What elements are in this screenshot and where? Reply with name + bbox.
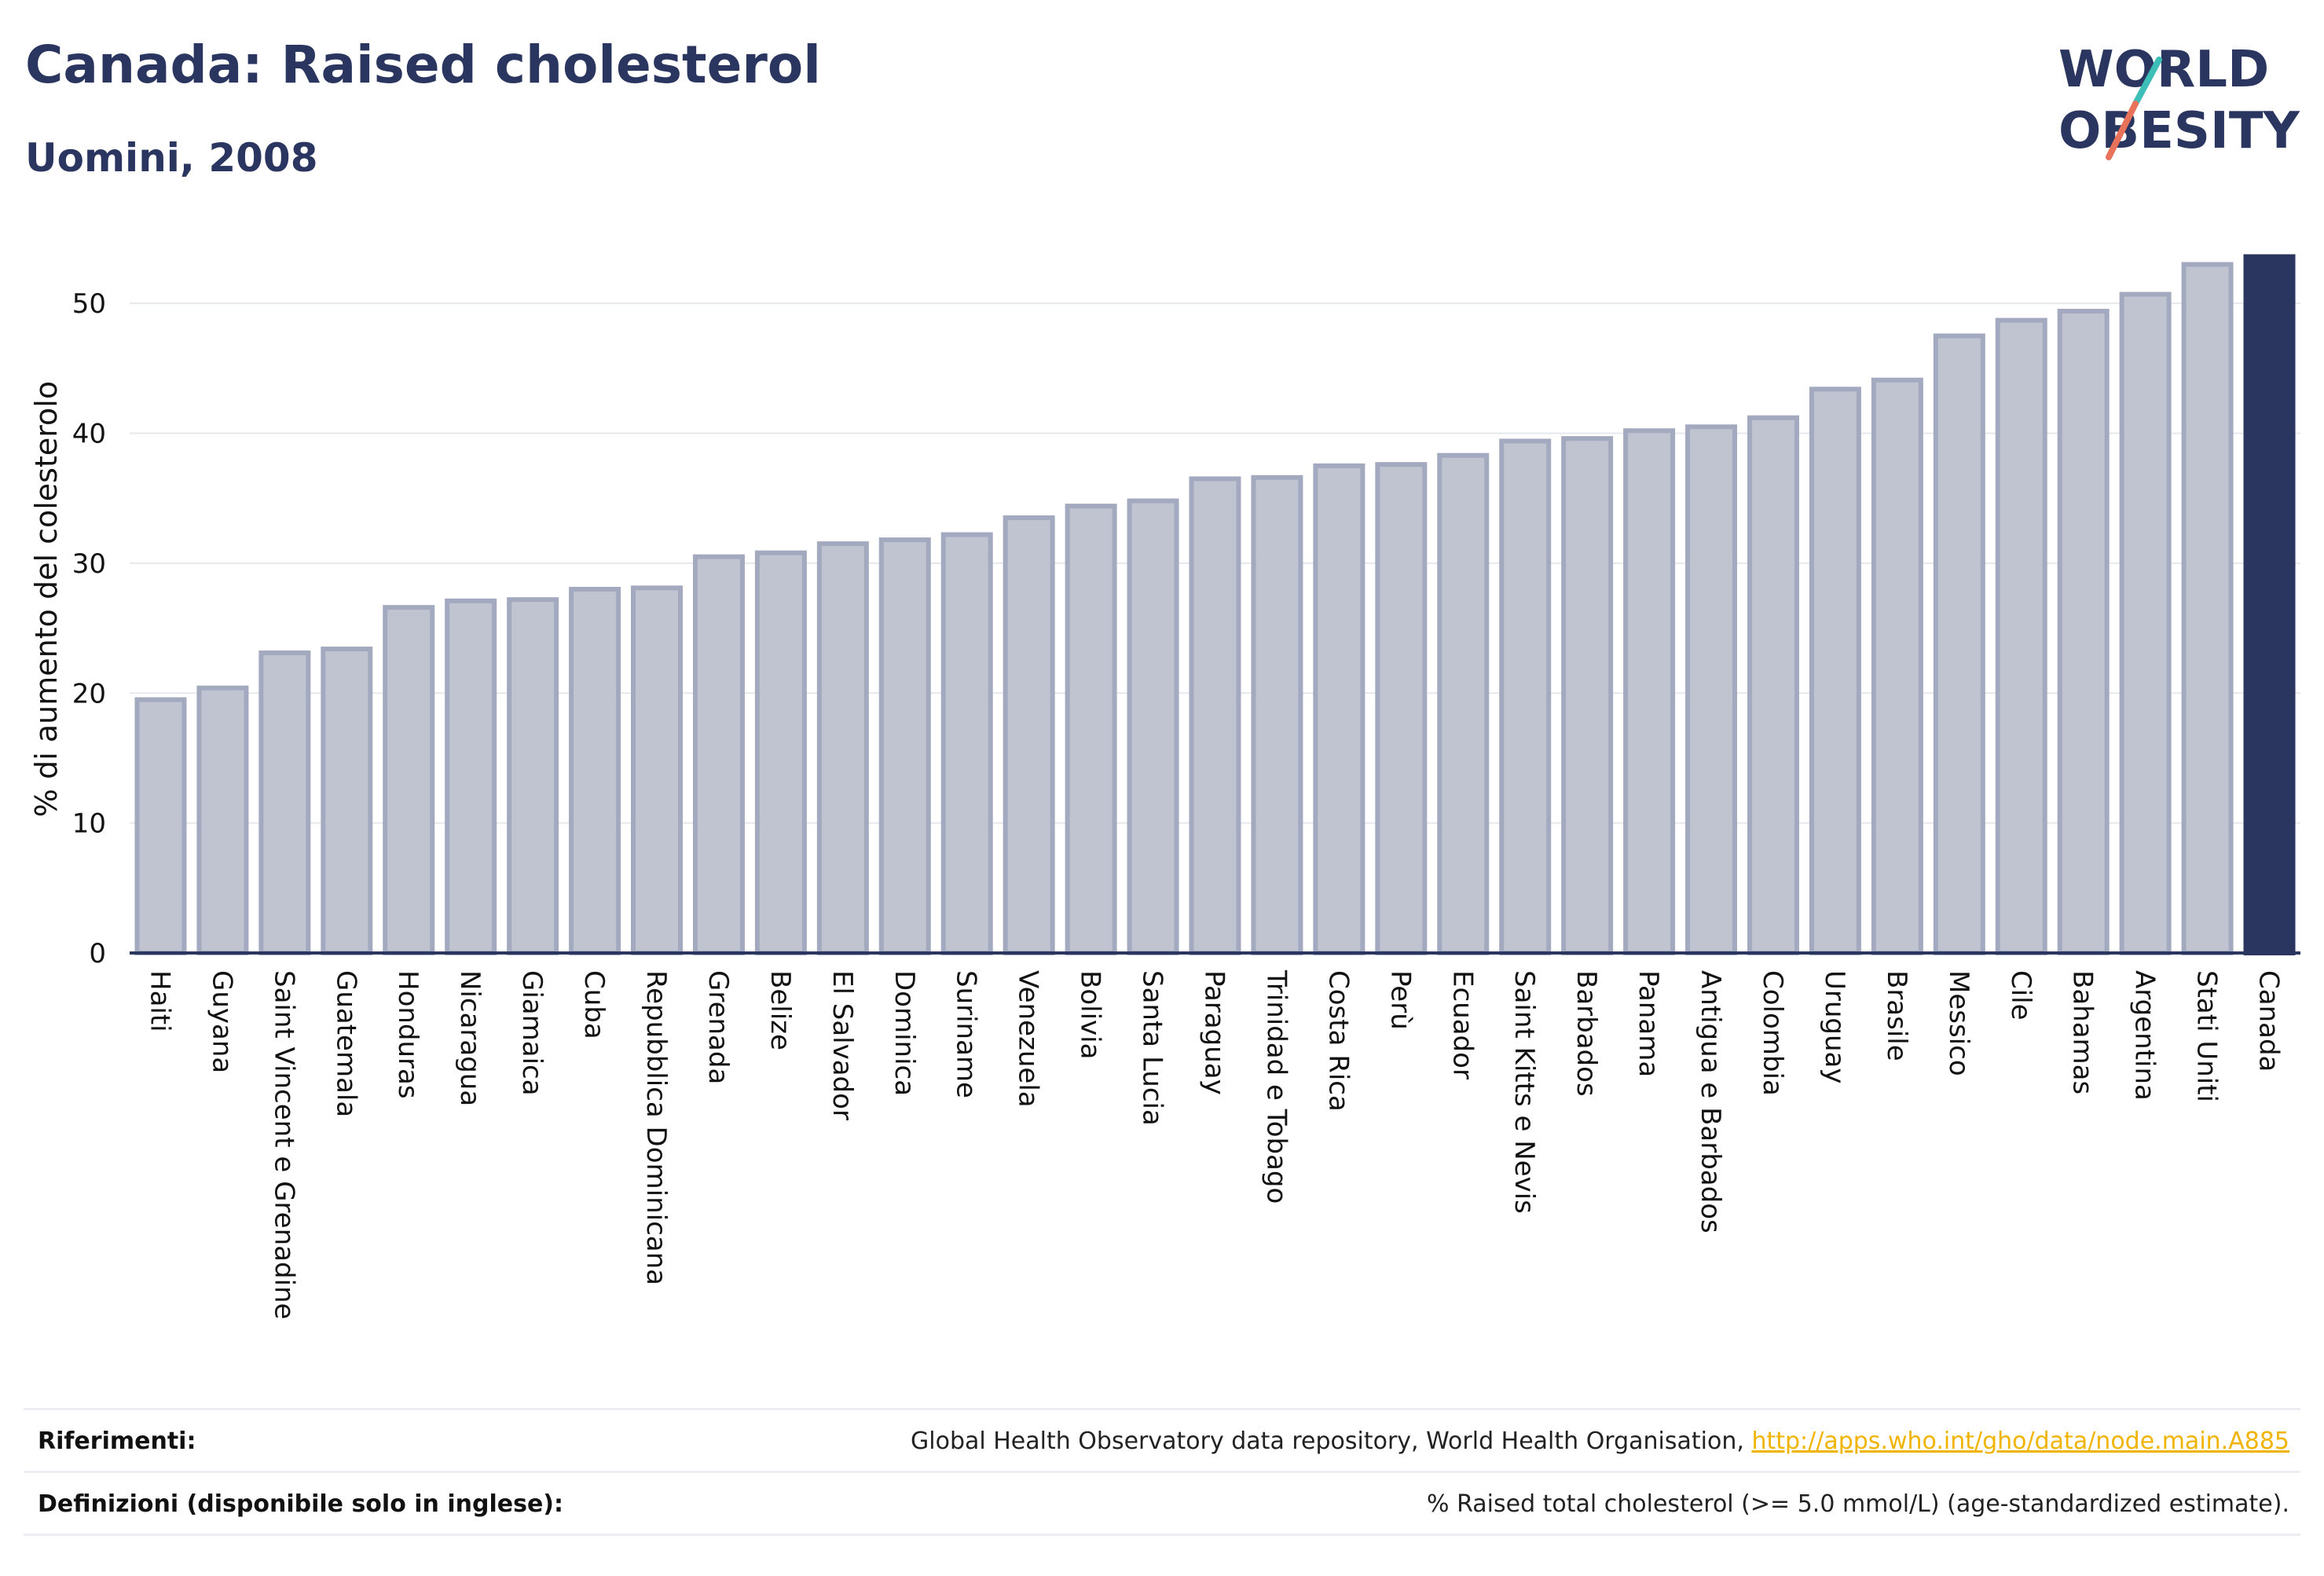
bar <box>1189 476 1241 955</box>
bar <box>1809 387 1861 955</box>
bar <box>631 585 684 955</box>
logo-line-2: OBESITY <box>2058 102 2300 160</box>
x-tick-label: Suriname <box>951 970 982 1098</box>
x-tick-label: Haiti <box>144 970 175 1032</box>
definitions-text: % Raised total cholesterol (>= 5.0 mmol/… <box>1427 1490 2289 1518</box>
x-tick-label: Repubblica Dominicana <box>640 970 672 1285</box>
bar <box>1871 377 1923 955</box>
logo-line-1: WORLD <box>2058 41 2269 99</box>
x-tick-label: Guatemala <box>330 970 361 1117</box>
y-axis-title: % di aumento del colesterolo <box>29 381 64 817</box>
bar <box>1437 453 1490 955</box>
bar <box>2057 309 2110 955</box>
bar <box>1003 515 1055 955</box>
references-link[interactable]: http://apps.who.int/gho/data/node.main.A… <box>1751 1428 2289 1455</box>
references-row: Riferimenti: Global Health Observatory d… <box>24 1408 2300 1475</box>
bar <box>1313 463 1365 955</box>
x-tick-label: Cile <box>2005 970 2036 1021</box>
y-tick-label: 0 <box>89 938 106 969</box>
bar <box>1747 415 1799 955</box>
bar <box>258 650 311 955</box>
bar <box>2243 254 2296 955</box>
x-tick-label: El Salvador <box>827 970 858 1120</box>
x-tick-label: Antigua e Barbados <box>1695 970 1726 1233</box>
x-tick-label: Barbados <box>1571 970 1602 1097</box>
bar-chart: 0 10 20 30 40 50 % di aumento del colesterolo H… <box>29 254 2300 1319</box>
x-tick-label: Guyana <box>206 970 237 1073</box>
bar <box>1065 504 1117 955</box>
x-tick-label: Dominica <box>889 970 920 1096</box>
x-tick-label: Argentina <box>2129 970 2161 1101</box>
bar <box>321 647 373 955</box>
bar <box>1375 462 1428 955</box>
x-tick-label: Venezuela <box>1013 970 1044 1108</box>
bar <box>569 586 621 955</box>
bar <box>383 605 435 955</box>
logo-slash-teal <box>2132 57 2162 107</box>
bar <box>507 597 559 955</box>
bar <box>754 550 807 955</box>
x-tick-label: Stati Uniti <box>2191 970 2223 1102</box>
chart-subtitle: Uomini, 2008 <box>25 135 318 181</box>
x-tick-label: Perù <box>1384 970 1416 1030</box>
x-tick-label: Ecuador <box>1446 970 1478 1079</box>
y-tick-label: 50 <box>72 288 106 320</box>
references-value: Global Health Observatory data repositor… <box>911 1428 2289 1455</box>
x-tick-label: Canada <box>2253 970 2285 1072</box>
x-tick-label: Saint Vincent e Grenadine <box>268 970 299 1319</box>
bar <box>1251 475 1303 955</box>
x-tick-label: Nicaragua <box>454 970 486 1106</box>
bar <box>1933 333 1985 956</box>
x-tick-label: Panama <box>1633 970 1664 1077</box>
references-text: Global Health Observatory data repositor… <box>911 1428 1752 1455</box>
x-tick-label: Grenada <box>702 970 734 1084</box>
logo-slash-coral <box>2106 101 2139 160</box>
x-tick-label: Bolivia <box>1075 970 1106 1059</box>
bar <box>1561 436 1614 955</box>
bar <box>940 532 993 955</box>
x-tick-label: Giamaica <box>516 970 548 1096</box>
y-tick-label: 40 <box>72 419 106 450</box>
bar <box>1127 498 1179 955</box>
bar <box>1995 317 2047 955</box>
bar <box>134 697 187 955</box>
x-tick-label: Cuba <box>578 970 610 1039</box>
x-tick-label: Paraguay <box>1199 970 1230 1095</box>
x-tick-label: Belize <box>764 970 796 1050</box>
references-label: Riferimenti: <box>38 1428 196 1455</box>
x-tick-label: Uruguay <box>1819 970 1850 1084</box>
x-tick-label: Santa Lucia <box>1137 970 1168 1126</box>
footer-divider <box>24 1534 2300 1536</box>
x-tick-label: Saint Kitts e Nevis <box>1508 970 1540 1214</box>
bar <box>692 554 745 955</box>
bar <box>1685 424 1738 955</box>
bar <box>1623 428 1676 955</box>
definitions-row: Definizioni (disponibile solo in inglese… <box>24 1471 2300 1538</box>
bar <box>2119 291 2172 956</box>
bar <box>816 541 869 955</box>
chart-title: Canada: Raised cholesterol <box>25 35 821 95</box>
y-tick-label: 20 <box>72 678 106 709</box>
x-tick-label: Colombia <box>1757 970 1788 1096</box>
x-tick-label: Honduras <box>392 970 423 1099</box>
bar <box>878 537 931 955</box>
bar <box>445 598 497 956</box>
x-tick-label: Trinidad e Tobago <box>1260 969 1292 1204</box>
x-tick-label: Messico <box>1943 970 1974 1076</box>
x-tick-label: Costa Rica <box>1322 970 1354 1112</box>
y-tick-label: 30 <box>72 548 106 580</box>
x-tick-label: Brasile <box>1881 970 1912 1061</box>
bar <box>1499 438 1552 955</box>
definitions-label: Definizioni (disponibile solo in inglese… <box>38 1490 563 1518</box>
x-tick-label: Bahamas <box>2067 970 2099 1094</box>
bar <box>196 685 249 956</box>
world-obesity-logo: WORLD OBESITY <box>2058 41 2300 160</box>
y-tick-label: 10 <box>72 808 106 840</box>
bar <box>2181 262 2234 955</box>
